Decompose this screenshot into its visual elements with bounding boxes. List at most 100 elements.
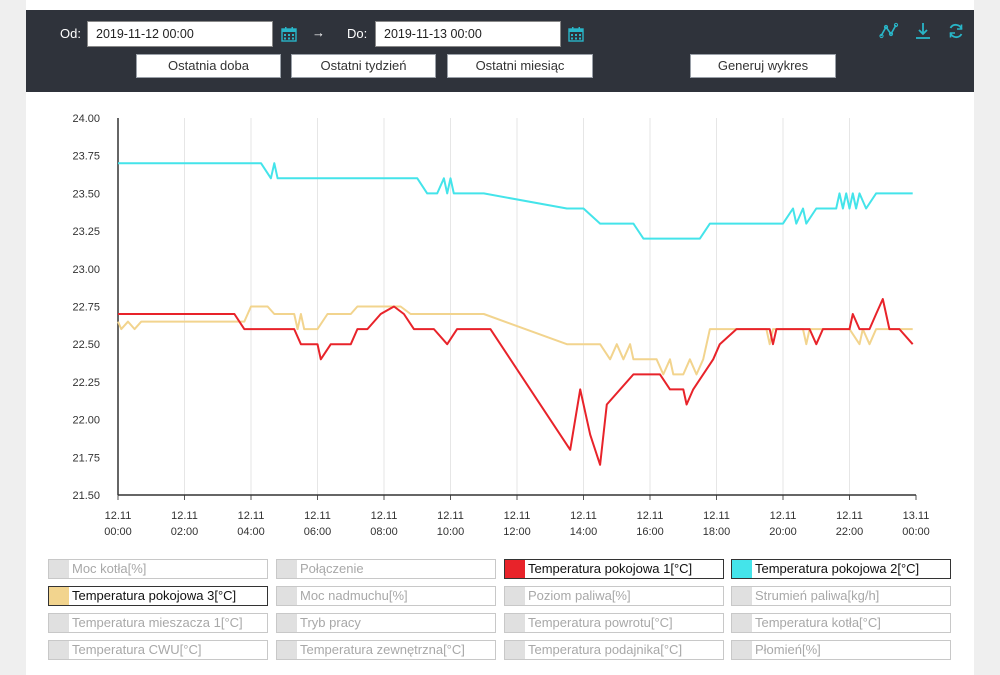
- x-tick-label-date: 13.11: [903, 510, 930, 522]
- x-tick-label-time: 12:00: [503, 526, 531, 538]
- x-tick-label-date: 12.11: [637, 510, 664, 522]
- legend-item[interactable]: Temperatura mieszacza 1[°C]: [48, 613, 268, 633]
- legend-label: Temperatura pokojowa 2[°C]: [755, 561, 920, 576]
- x-tick-label-time: 04:00: [237, 526, 265, 538]
- legend-item[interactable]: Moc nadmuchu[%]: [276, 586, 496, 606]
- legend-item[interactable]: Temperatura kotła[°C]: [731, 613, 951, 633]
- legend-swatch: [49, 614, 69, 632]
- y-tick-label: 23.75: [72, 151, 100, 163]
- x-tick-label-time: 18:00: [703, 526, 731, 538]
- x-tick-label-time: 00:00: [104, 526, 132, 538]
- legend-label: Tryb pracy: [300, 615, 361, 630]
- y-tick-label: 21.75: [72, 452, 100, 464]
- x-tick-label-time: 20:00: [769, 526, 797, 538]
- y-tick-label: 23.00: [72, 264, 100, 276]
- refresh-icon[interactable]: [946, 21, 966, 41]
- x-tick-label-time: 14:00: [570, 526, 598, 538]
- y-tick-label: 22.50: [72, 339, 100, 351]
- y-tick-label: 22.00: [72, 415, 100, 427]
- x-tick-label-date: 12.11: [703, 510, 730, 522]
- generate-chart-button[interactable]: Generuj wykres: [690, 54, 836, 78]
- legend-item[interactable]: Moc kotła[%]: [48, 559, 268, 579]
- x-tick-label-time: 22:00: [836, 526, 864, 538]
- legend-label: Temperatura zewnętrzna[°C]: [300, 642, 465, 657]
- x-tick-label-time: 10:00: [437, 526, 465, 538]
- calendar-icon[interactable]: [568, 26, 584, 42]
- x-tick-label-date: 12.11: [836, 510, 863, 522]
- legend-swatch: [732, 641, 752, 659]
- legend-label: Temperatura kotła[°C]: [755, 615, 881, 630]
- to-date-input[interactable]: 2019-11-13 00:00: [375, 21, 561, 47]
- last-month-button[interactable]: Ostatni miesiąc: [447, 54, 593, 78]
- legend-swatch: [277, 560, 297, 578]
- arrow-icon: →: [312, 25, 325, 40]
- legend-swatch: [49, 560, 69, 578]
- legend-label: Temperatura pokojowa 1[°C]: [528, 561, 693, 576]
- legend-label: Płomień[%]: [755, 642, 821, 657]
- legend-item[interactable]: Płomień[%]: [731, 640, 951, 660]
- calendar-icon[interactable]: [281, 26, 297, 42]
- temperature-chart: 12.11 00:00 12.11 02:00 12.11 04:00 12.11 06:00…: [72, 113, 930, 538]
- y-tick-label: 22.75: [72, 302, 100, 314]
- legend-label: Temperatura mieszacza 1[°C]: [72, 615, 243, 630]
- legend-item[interactable]: Temperatura pokojowa 3[°C]: [48, 586, 268, 606]
- series-line: [118, 298, 914, 466]
- x-tick-label-time: 16:00: [636, 526, 664, 538]
- legend-swatch: [49, 641, 69, 659]
- x-tick-label-time: 08:00: [370, 526, 398, 538]
- legend-label: Połączenie: [300, 561, 364, 576]
- y-tick-label: 23.50: [72, 188, 100, 200]
- legend-label: Temperatura pokojowa 3[°C]: [72, 588, 237, 603]
- x-tick-label-date: 12.11: [371, 510, 398, 522]
- legend-label: Temperatura podajnika[°C]: [528, 642, 683, 657]
- from-label: Od:: [60, 26, 81, 41]
- legend-label: Poziom paliwa[%]: [528, 588, 631, 603]
- legend-item[interactable]: Temperatura pokojowa 1[°C]: [504, 559, 724, 579]
- y-tick-label: 24.00: [72, 113, 100, 125]
- legend-swatch: [49, 587, 69, 605]
- y-tick-label: 21.50: [72, 490, 100, 502]
- legend-item[interactable]: Temperatura powrotu[°C]: [504, 613, 724, 633]
- x-tick-label-date: 12.11: [504, 510, 531, 522]
- last-week-button[interactable]: Ostatni tydzień: [291, 54, 436, 78]
- y-tick-label: 23.25: [72, 226, 100, 238]
- legend-label: Moc nadmuchu[%]: [300, 588, 408, 603]
- x-tick-label-date: 12.11: [304, 510, 331, 522]
- x-tick-label-date: 12.11: [238, 510, 265, 522]
- legend-item[interactable]: Strumień paliwa[kg/h]: [731, 586, 951, 606]
- series-line: [117, 305, 913, 376]
- legend-label: Temperatura powrotu[°C]: [528, 615, 673, 630]
- legend-label: Temperatura CWU[°C]: [72, 642, 202, 657]
- legend-item[interactable]: Poziom paliwa[%]: [504, 586, 724, 606]
- x-tick-label-time: 02:00: [171, 526, 199, 538]
- download-icon[interactable]: [913, 21, 933, 41]
- x-tick-label-date: 12.11: [770, 510, 797, 522]
- line-chart-icon[interactable]: [879, 21, 899, 41]
- legend-item[interactable]: Temperatura podajnika[°C]: [504, 640, 724, 660]
- legend-label: Moc kotła[%]: [72, 561, 147, 576]
- legend-swatch: [277, 641, 297, 659]
- x-tick-label-time: 00:00: [902, 526, 930, 538]
- legend-swatch: [732, 614, 752, 632]
- series-line: [118, 162, 913, 240]
- last-day-button[interactable]: Ostatnia doba: [136, 54, 281, 78]
- legend-item[interactable]: Temperatura CWU[°C]: [48, 640, 268, 660]
- from-date-input[interactable]: 2019-11-12 00:00: [87, 21, 273, 47]
- legend-item[interactable]: Połączenie: [276, 559, 496, 579]
- legend-swatch: [277, 587, 297, 605]
- legend-swatch: [732, 587, 752, 605]
- legend-item[interactable]: Tryb pracy: [276, 613, 496, 633]
- legend-item[interactable]: Temperatura zewnętrzna[°C]: [276, 640, 496, 660]
- x-tick-label-date: 12.11: [570, 510, 597, 522]
- legend-swatch: [505, 614, 525, 632]
- y-tick-label: 22.25: [72, 377, 100, 389]
- legend-swatch: [277, 614, 297, 632]
- legend-swatch: [505, 641, 525, 659]
- x-tick-label-time: 06:00: [304, 526, 332, 538]
- x-tick-label-date: 12.11: [105, 510, 132, 522]
- legend-swatch: [505, 587, 525, 605]
- x-tick-label-date: 12.11: [437, 510, 464, 522]
- toolbar: Od: 2019-11-12 00:00 → Do: 2019-11-13 00…: [26, 10, 974, 92]
- legend-swatch: [505, 560, 525, 578]
- legend-item[interactable]: Temperatura pokojowa 2[°C]: [731, 559, 951, 579]
